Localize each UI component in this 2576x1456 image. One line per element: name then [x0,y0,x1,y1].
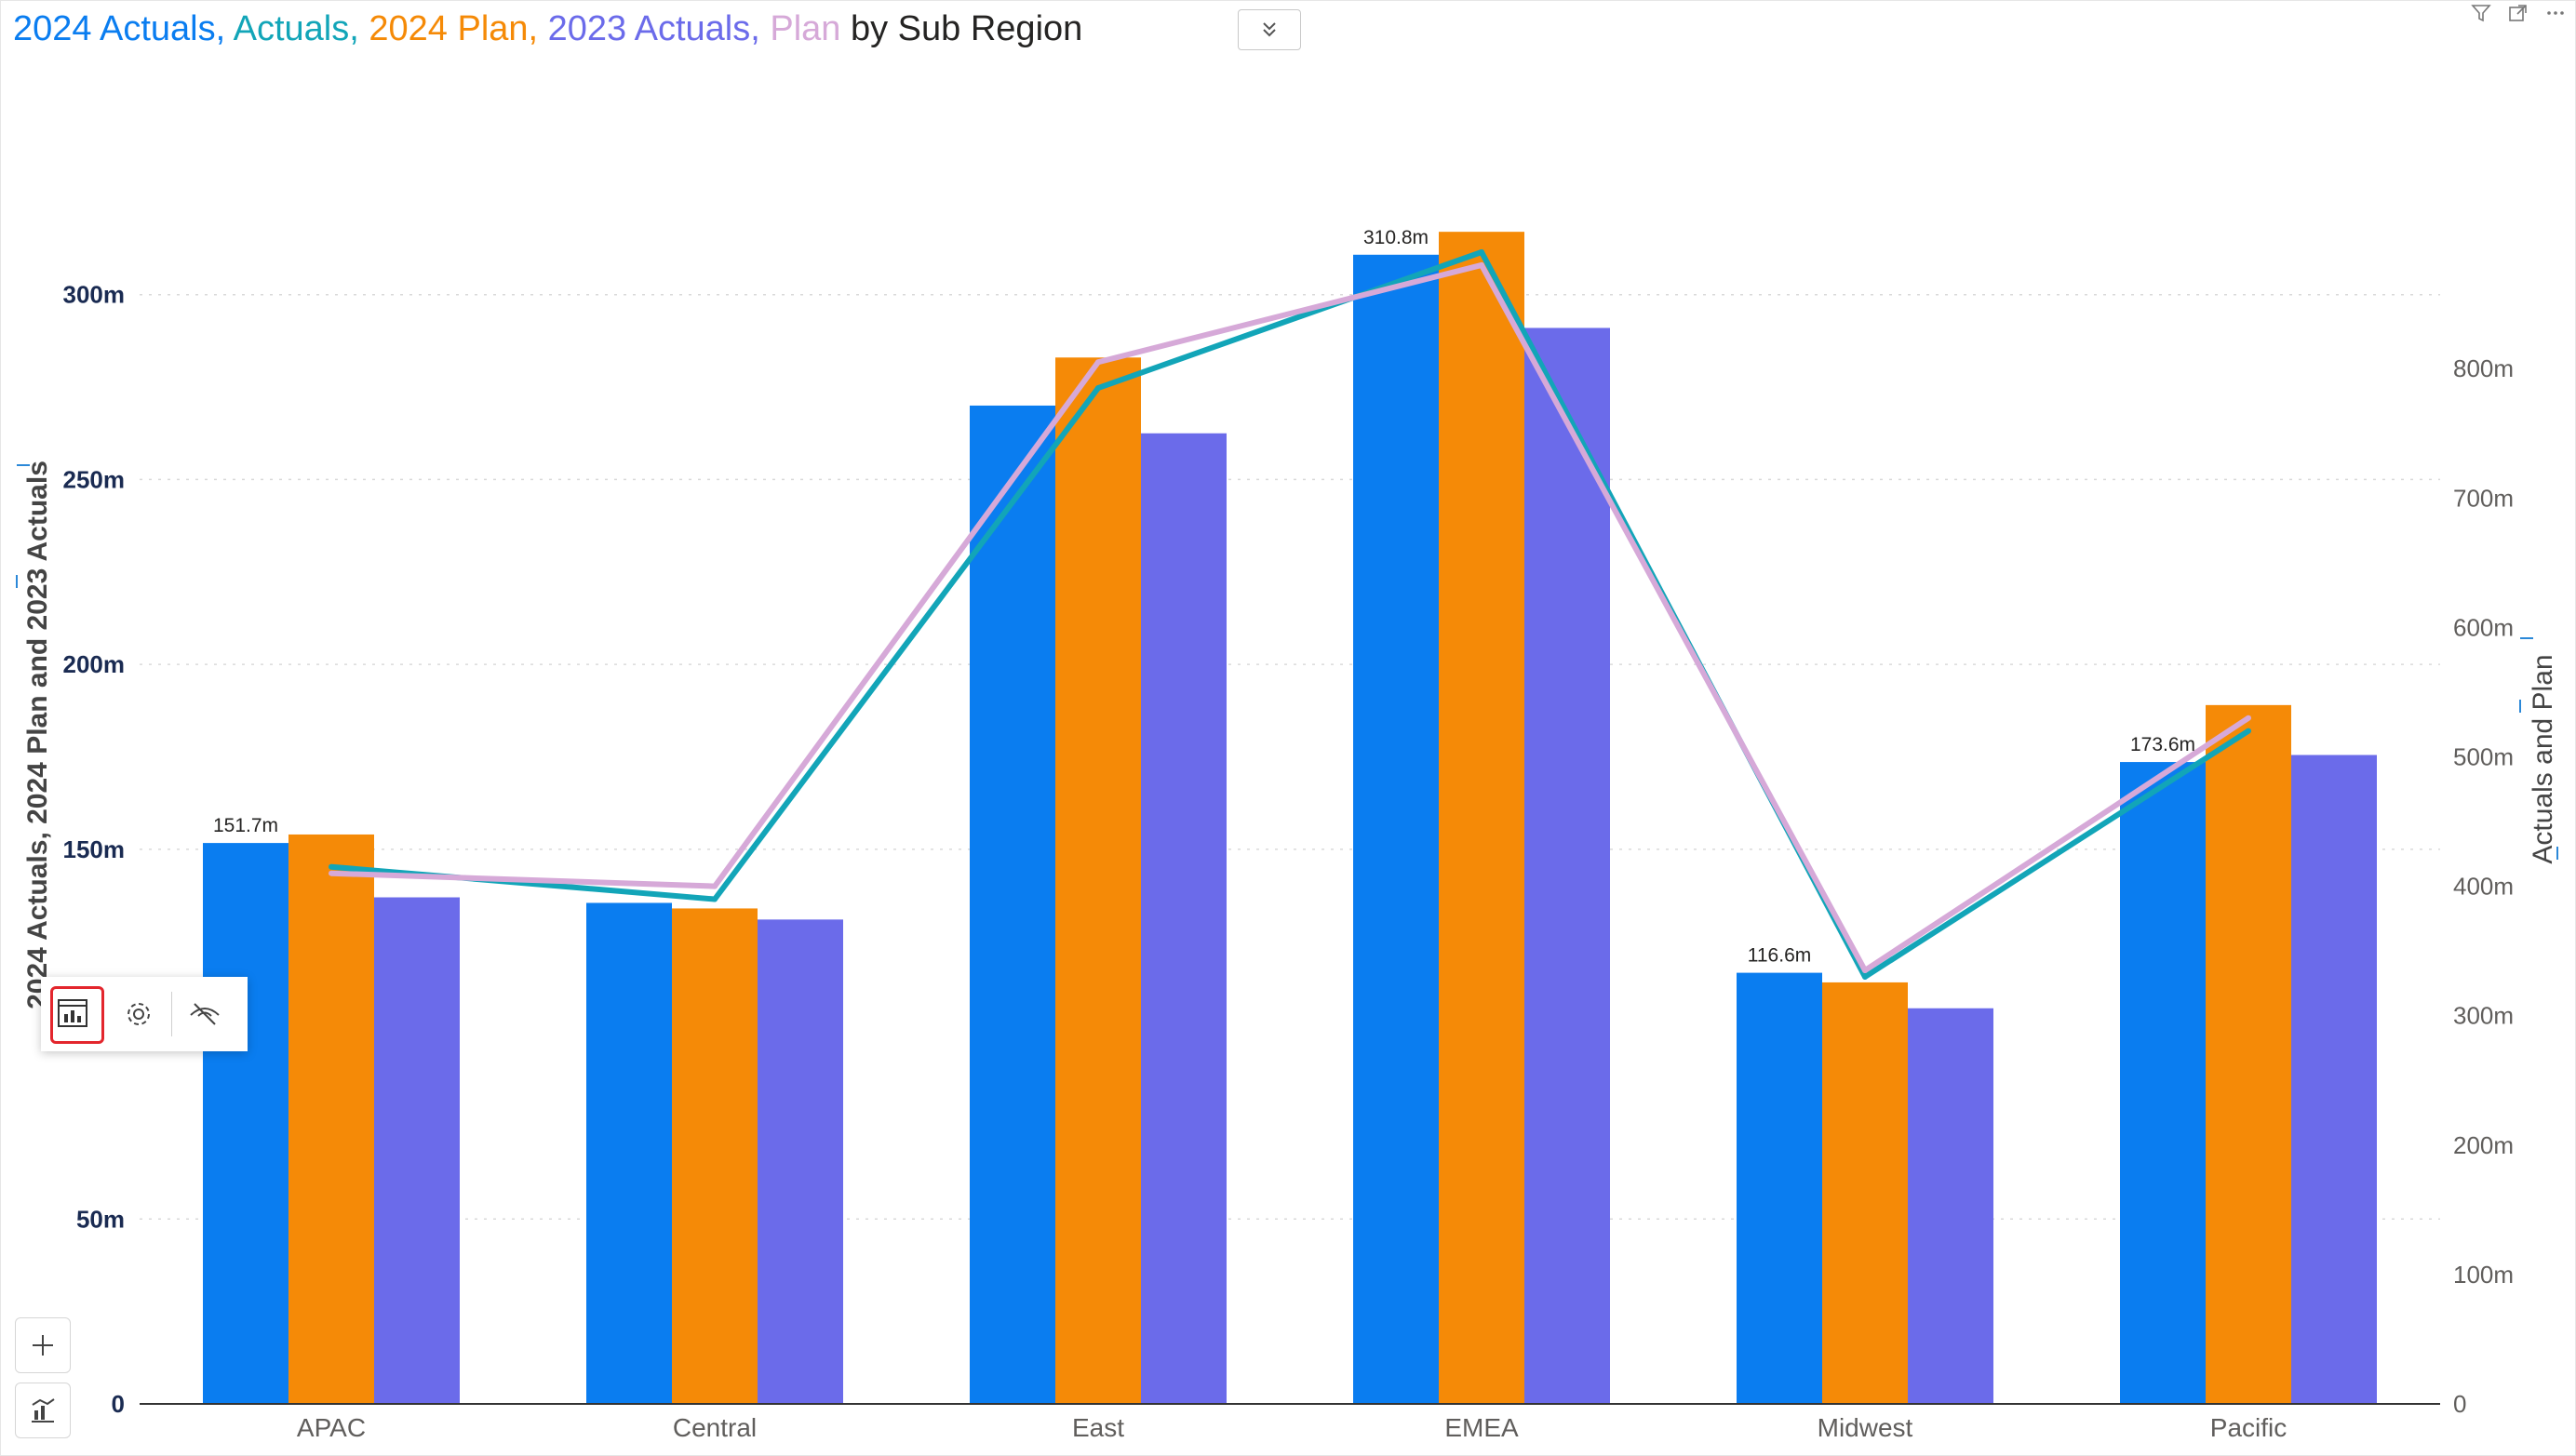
y-right-tick-label: 400m [2453,873,2514,901]
data-labels: 151.7m 310.8m 116.6m 173.6m [213,227,2195,967]
bar-2024-plan-apac [288,834,374,1404]
settings-button[interactable] [106,977,171,1051]
line-plan [330,261,2250,974]
y-right-tick-label: 800m [2453,354,2514,382]
bar-2024-plan-midwest [1822,982,1908,1404]
y-right-tick-label: 600m [2453,613,2514,641]
point-plan-emea [1479,261,1484,268]
bar-2024-plan-pacific [2206,704,2291,1404]
more-options-icon[interactable] [2544,0,2567,26]
visual-toolbar [41,977,248,1051]
point-plan-apac [329,870,334,876]
point-actuals-pacific [2246,728,2251,734]
point-plan-east [1095,359,1101,366]
y-right-tick-label: 200m [2453,1131,2514,1159]
data-label-emea: 310.8m [1363,227,1429,248]
bar-2024-actuals-pacific [2120,762,2206,1404]
x-tick-label-central: Central [673,1413,757,1442]
x-tick-label-midwest: Midwest [1818,1413,1913,1442]
y-left-tick-label: 0 [112,1390,125,1418]
double-chevron-down-icon [1263,22,1276,37]
point-actuals-east [1095,385,1101,392]
point-actuals-emea [1479,249,1484,256]
gridlines [140,293,2440,1221]
point-plan-pacific [2246,715,2251,721]
data-label-pacific: 173.6m [2130,734,2195,755]
data-label-midwest: 116.6m [1748,945,1812,967]
x-tick-label-emea: EMEA [1444,1413,1519,1442]
bar-2024-actuals-east [970,405,1055,1404]
filter-icon[interactable] [2470,0,2492,26]
point-actuals-apac [329,863,334,870]
hide-button[interactable] [172,977,237,1051]
bar-2024-actuals-apac [203,843,288,1404]
bar-2024-actuals-midwest [1737,972,1822,1404]
analytics-button[interactable] [15,1383,71,1438]
bars [203,232,2377,1405]
data-label-apac: 151.7m [213,815,278,836]
title-part-2024-actuals: 2024 Actuals, [13,9,234,48]
toolbar-divider [171,992,172,1036]
bar-2024-actuals-central [586,902,672,1404]
bar-2023-actuals-midwest [1908,1008,1993,1404]
point-actuals-central [712,896,718,902]
bar-2023-actuals-apac [374,897,460,1404]
line-actuals [330,249,2250,980]
bar-2023-actuals-central [758,919,843,1404]
title-part-2023-actuals: 2023 Actuals, [547,9,771,48]
plus-icon [33,1335,53,1356]
collapse-button[interactable] [1238,9,1301,50]
y-left-tick-label: 50m [76,1205,125,1233]
hide-eye-icon [190,1003,220,1025]
bar-2024-plan-emea [1439,232,1524,1405]
add-button[interactable] [15,1317,71,1373]
analytics-icon [32,1398,55,1423]
x-tick-label-east: East [1072,1413,1124,1442]
bar-2023-actuals-pacific [2291,755,2377,1404]
title-part-actuals: Actuals, [233,9,369,48]
point-plan-midwest [1862,968,1868,974]
title-part-plan: Plan [770,9,841,48]
bar-2024-plan-east [1055,357,1141,1405]
chart-title: 2024 Actuals, Actuals, 2024 Plan, 2023 A… [13,9,1082,49]
y-right-tick-label: 0 [2453,1390,2466,1418]
bar-2023-actuals-east [1141,433,1227,1404]
y-left-tick-label: 150m [63,835,126,863]
y-right-axis-title: Actuals and Plan [2528,654,2558,863]
x-tick-label-pacific: Pacific [2210,1413,2287,1442]
point-actuals-midwest [1862,973,1868,980]
x-tick-label-apac: APAC [297,1413,366,1442]
y-right-tick-label: 500m [2453,743,2514,771]
y-right-tick-label: 300m [2453,1002,2514,1030]
chart-visual-button[interactable] [41,977,106,1051]
lines [329,249,2251,980]
y-left-tick-label: 300m [63,281,126,309]
bar-2023-actuals-emea [1524,327,1610,1404]
bar-2024-actuals-emea [1353,254,1439,1404]
focus-mode-icon[interactable] [2507,0,2529,26]
y-left-tick-label: 250m [63,465,126,493]
y-right-tick-label: 100m [2453,1261,2514,1289]
point-plan-central [712,883,718,889]
y-left-axis-title: 2024 Actuals, 2024 Plan and 2023 Actuals [22,461,53,1009]
title-part-2024-plan: 2024 Plan, [369,9,548,48]
y-right-tick-label: 700m [2453,484,2514,512]
chart-visual-icon [58,999,87,1027]
y-left-tick-label: 200m [63,650,126,678]
visual-header-icons [2470,0,2567,26]
title-part-by-sub-region: by Sub Region [840,9,1083,48]
bar-2024-plan-central [672,908,758,1404]
gear-icon [127,1003,150,1025]
axes: 0 50m 150m 200m 250m 300m 0 100m 200m 300m 400m 500… [16,281,2558,1442]
